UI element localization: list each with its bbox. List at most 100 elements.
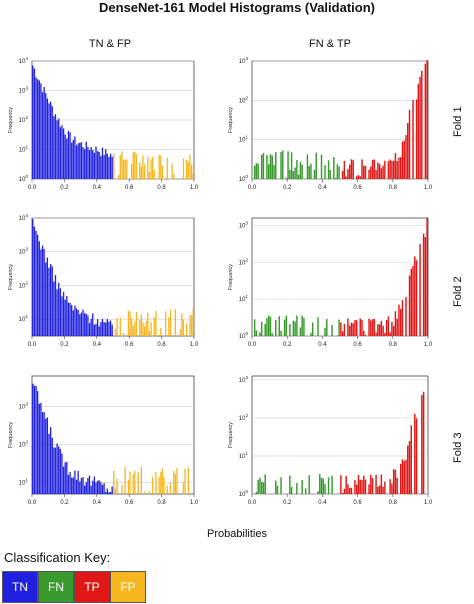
histogram-bar-tn	[103, 322, 105, 336]
histogram-bar-tn	[66, 138, 68, 179]
histogram-bar-tp	[364, 334, 367, 336]
x-tick-label: 1.0	[190, 185, 199, 191]
plot-frame	[31, 217, 195, 337]
histogram-bar-fp	[182, 158, 185, 179]
histogram-bar-tp	[371, 159, 374, 179]
histogram-bar-fp	[166, 157, 168, 179]
y-tick-label: 101	[19, 314, 29, 323]
histogram-bar-tn	[92, 313, 94, 336]
histogram-bar-fn	[271, 333, 273, 336]
plot-frame	[251, 60, 429, 180]
histogram-bar-fn	[273, 164, 275, 179]
histogram-bar-tp	[387, 316, 390, 336]
histogram-bar-fp	[184, 178, 186, 179]
histogram-bar-tp	[410, 268, 413, 336]
histogram-bar-tp	[414, 413, 416, 494]
histogram-bar-fp	[169, 309, 172, 336]
histogram-bar-tn	[35, 77, 37, 179]
histogram-bar-tn	[111, 486, 113, 494]
histogram-bar-fp	[186, 323, 188, 336]
histogram-fold3-tn-fp: 101 102 103 0.0 0.2 0.4 0.6 0.8 1.0 Frequency	[8, 375, 199, 506]
histogram-bar-tp	[347, 484, 349, 494]
histogram-bar-fn	[276, 485, 279, 494]
histogram-bar-tn	[64, 462, 66, 494]
histogram-bar-tp	[377, 486, 379, 494]
histogram-bar-fp	[189, 314, 191, 336]
histogram-bar-tp	[407, 445, 409, 494]
histogram-bar-fp	[118, 174, 120, 179]
x-tick-label: 0.4	[93, 500, 102, 506]
histogram-bar-fn	[336, 164, 339, 179]
histogram-bar-tn	[72, 477, 74, 494]
histogram-bar-tp	[375, 332, 377, 336]
histogram-bar-tn	[67, 474, 70, 494]
histogram-bar-tn	[82, 147, 84, 179]
histogram-bar-tn	[109, 320, 112, 336]
histogram-bar-tn	[75, 145, 78, 179]
y-tick-label: 100	[239, 489, 249, 498]
histogram-bar-tn	[58, 118, 60, 179]
histogram-bar-tn	[75, 308, 78, 336]
histogram-bar-fp	[168, 317, 170, 336]
histogram-bar-tp	[412, 99, 414, 179]
histogram-bar-fp	[158, 476, 160, 494]
histogram-bar-tn	[51, 437, 53, 494]
x-tick-label: 1.0	[190, 342, 199, 348]
key-tn: TN	[2, 571, 38, 603]
histogram-bar-fn	[292, 320, 295, 336]
histogram-bar-tp	[401, 459, 404, 494]
y-tick-label: 103	[19, 247, 29, 256]
histogram-bar-tp	[364, 479, 367, 494]
histogram-bar-fn	[259, 477, 261, 494]
histogram-bar-tp	[424, 63, 427, 180]
histogram-bar-tp	[382, 486, 384, 494]
histogram-bar-tn	[59, 288, 62, 336]
histogram-bar-fp	[160, 327, 162, 336]
histogram-bar-fn	[275, 319, 277, 336]
histogram-bar-fn	[315, 152, 317, 179]
histogram-bar-tn	[93, 324, 96, 336]
histogram-bar-fp	[132, 474, 134, 494]
histogram-bar-tp	[384, 481, 386, 494]
histogram-bar-tn	[32, 65, 34, 179]
x-tick-label: 1.0	[424, 500, 433, 506]
histogram-bar-tn	[100, 156, 102, 179]
histogram-bar-tn	[108, 321, 110, 336]
histogram-bar-tn	[53, 281, 55, 336]
histogram-bar-tp	[355, 176, 358, 179]
key-tp: TP	[74, 571, 110, 603]
x-tick-label: 0.4	[318, 342, 327, 348]
histogram-bar-fp	[173, 173, 175, 179]
histogram-bar-tp	[419, 243, 421, 336]
histogram-bar-tp	[373, 159, 376, 179]
histogram-bar-tp	[396, 318, 398, 336]
histogram-bar-tn	[49, 427, 52, 494]
key-fn: FN	[38, 571, 74, 603]
histogram-bar-tn	[37, 234, 39, 336]
histogram-bar-fn	[308, 475, 310, 494]
y-axis-label: Frequency	[228, 107, 234, 133]
histogram-bar-tn	[45, 418, 47, 494]
histogram-bar-tp	[391, 321, 393, 336]
histogram-bar-fp	[147, 312, 149, 336]
plot-frame	[31, 375, 195, 495]
histogram-bar-tp	[384, 160, 386, 179]
histogram-bar-fn	[275, 480, 277, 494]
histogram-bar-fp	[148, 330, 151, 336]
histogram-bar-tn	[67, 302, 70, 336]
x-tick-label: 0.0	[28, 342, 37, 348]
histogram-bar-tn	[88, 150, 91, 179]
histogram-bar-tp	[341, 170, 344, 179]
histogram-bar-fp	[134, 321, 136, 336]
histogram-bar-fp	[129, 312, 131, 336]
histogram-bar-fn	[324, 164, 326, 179]
histogram-bar-fp	[155, 471, 157, 494]
x-tick-label: 0.0	[248, 185, 257, 191]
row-header-fold-3: Fold 3	[452, 432, 464, 464]
histogram-bar-fn	[327, 477, 330, 494]
key-fp: FP	[110, 571, 146, 603]
histogram-bar-fp	[122, 332, 125, 336]
histogram-bar-fn	[301, 315, 303, 336]
histogram-bar-tn	[40, 83, 42, 179]
histogram-bar-fp	[145, 178, 147, 179]
